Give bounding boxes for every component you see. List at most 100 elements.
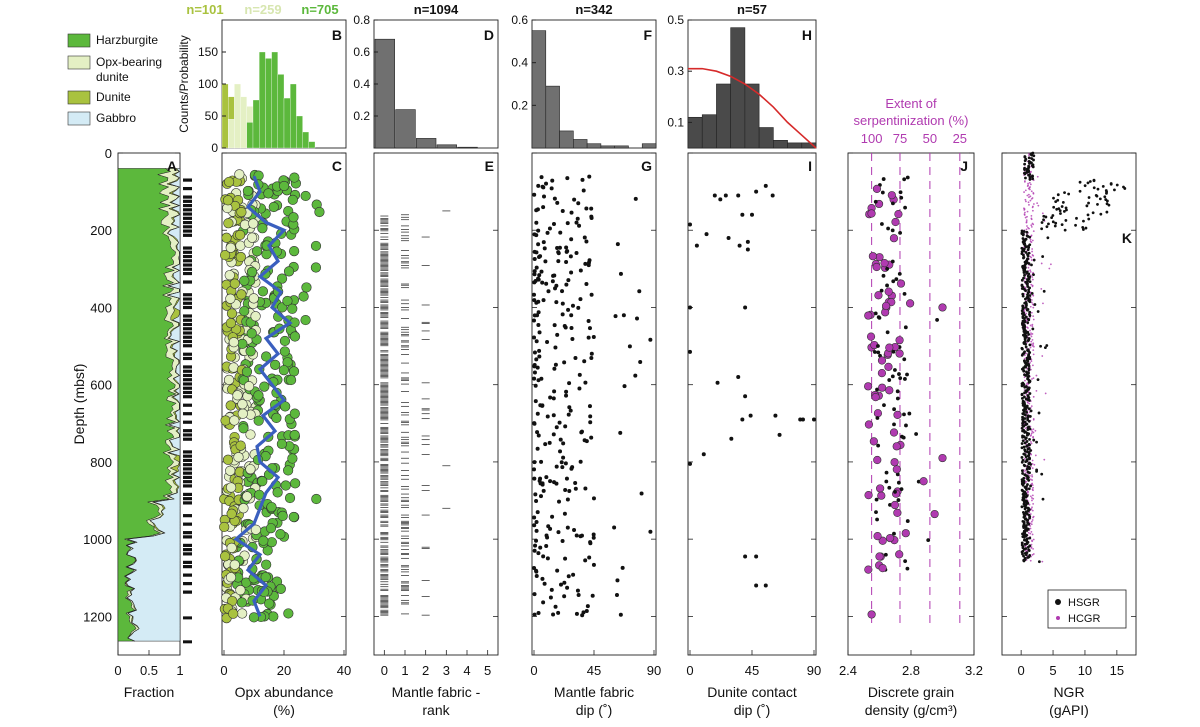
core-bar	[183, 293, 192, 297]
data-point	[220, 415, 231, 426]
density-point	[891, 217, 900, 227]
core-bar	[183, 560, 192, 564]
hcgr-point	[1031, 250, 1033, 253]
hsgr-point	[1025, 529, 1029, 532]
data-point	[253, 415, 264, 426]
hcgr-point	[1030, 432, 1033, 435]
data-point	[288, 212, 299, 223]
data-point	[532, 370, 537, 375]
panel-G: 0 45 90 Mantle fabric dip (˚) G	[530, 152, 661, 718]
density-point-small	[885, 330, 890, 335]
depth-tick-label: 400	[90, 300, 112, 315]
hsgr-point	[1035, 440, 1038, 444]
hcgr-point	[1032, 254, 1035, 257]
density-point	[872, 184, 882, 194]
data-point	[264, 598, 275, 609]
hsgr-point	[1095, 194, 1099, 198]
data-point	[550, 178, 555, 183]
hsgr-point	[1055, 207, 1059, 211]
hsgr-point	[1083, 184, 1087, 188]
data-point	[562, 511, 567, 516]
hsgr-point	[1024, 305, 1028, 309]
data-point	[743, 305, 748, 310]
density-point	[906, 299, 915, 308]
hsgr-point	[1105, 191, 1108, 195]
hsgr-point	[1020, 446, 1024, 450]
hcgr-point	[1030, 523, 1033, 526]
panel-letter: C	[332, 158, 342, 174]
hsgr-point	[1028, 536, 1032, 540]
data-point	[583, 261, 588, 266]
data-point	[221, 232, 232, 243]
hsgr-point	[1027, 173, 1030, 177]
core-bar	[183, 471, 192, 475]
data-point	[583, 486, 588, 491]
hcgr-point	[1032, 377, 1035, 380]
data-point	[266, 537, 277, 548]
legend-swatch-dunite	[67, 90, 91, 105]
data-point	[736, 193, 741, 198]
data-point	[532, 364, 537, 369]
data-point	[588, 414, 593, 419]
hcgr-point	[1037, 204, 1040, 207]
data-point	[567, 489, 572, 494]
hsgr-point	[1033, 303, 1037, 306]
core-bar	[183, 395, 192, 399]
panel-frame-E	[373, 152, 499, 656]
data-point	[565, 249, 570, 254]
data-point	[558, 230, 563, 235]
data-point	[238, 503, 249, 514]
data-point	[537, 348, 542, 353]
hsgr-point	[1022, 526, 1026, 530]
hsgr-point	[1028, 516, 1031, 520]
core-bar	[183, 271, 192, 276]
hcgr-point	[1031, 285, 1034, 288]
hsgr-point	[1025, 444, 1029, 448]
data-point	[582, 359, 587, 364]
data-point	[745, 239, 750, 244]
data-point	[271, 412, 282, 423]
hcgr-point	[1031, 475, 1034, 478]
data-point	[560, 301, 565, 306]
data-point	[563, 424, 568, 429]
hsgr-point	[1026, 428, 1030, 432]
y-tick-label: 0.8	[353, 13, 370, 27]
hsgr-point	[1029, 484, 1032, 488]
hcgr-point	[1035, 389, 1038, 392]
data-point	[743, 554, 748, 559]
histogram-bar-harzburgite	[252, 99, 260, 149]
data-point	[257, 286, 269, 297]
data-point	[591, 535, 596, 540]
data-point	[541, 488, 546, 493]
hcgr-point	[1029, 199, 1032, 202]
x-tick-label: 3.2	[965, 663, 983, 678]
hcgr-point	[1032, 418, 1035, 421]
x-axis-title: Opx abundance	[235, 684, 334, 700]
core-bar	[183, 450, 192, 454]
data-point	[567, 381, 572, 386]
data-point	[544, 281, 549, 286]
data-point	[551, 612, 556, 617]
data-point	[591, 562, 596, 567]
data-point	[537, 330, 542, 335]
data-point	[301, 282, 312, 293]
hsgr-point	[1050, 216, 1054, 220]
hsgr-point	[1022, 271, 1026, 274]
hsgr-point	[1067, 192, 1071, 196]
density-point-small	[892, 407, 896, 412]
hcgr-point	[1029, 525, 1032, 527]
hcgr-point	[1029, 329, 1031, 332]
data-point	[553, 362, 558, 367]
hsgr-point	[1032, 258, 1036, 262]
data-point	[570, 303, 575, 308]
data-point	[532, 515, 537, 520]
hcgr-point	[1023, 209, 1026, 211]
hsgr-point	[1054, 200, 1058, 204]
density-point	[919, 477, 928, 486]
data-point	[704, 232, 709, 237]
data-point	[564, 393, 569, 398]
hsgr-point	[1027, 246, 1031, 249]
core-bar	[183, 250, 192, 254]
